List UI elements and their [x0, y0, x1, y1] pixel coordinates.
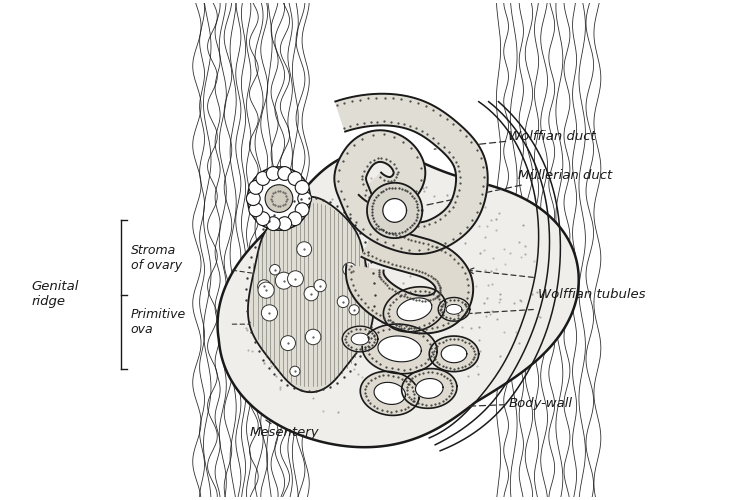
Polygon shape [383, 198, 407, 222]
Circle shape [247, 167, 310, 230]
Circle shape [297, 242, 312, 256]
Circle shape [347, 266, 358, 278]
Circle shape [266, 216, 280, 230]
Circle shape [249, 180, 263, 194]
Polygon shape [429, 336, 479, 372]
Polygon shape [441, 345, 467, 362]
Circle shape [314, 280, 326, 291]
Circle shape [343, 262, 356, 276]
Circle shape [258, 280, 271, 293]
Circle shape [295, 180, 309, 194]
Polygon shape [361, 372, 419, 416]
Circle shape [295, 203, 309, 216]
Polygon shape [383, 287, 445, 332]
Polygon shape [415, 378, 443, 398]
Polygon shape [378, 336, 421, 362]
Polygon shape [248, 197, 373, 392]
Circle shape [290, 366, 300, 376]
Text: Primitive
ova: Primitive ova [131, 308, 186, 336]
Polygon shape [342, 326, 378, 352]
Polygon shape [362, 324, 437, 374]
Circle shape [256, 172, 270, 185]
Text: Genital
ridge: Genital ridge [31, 280, 79, 308]
Circle shape [256, 212, 270, 226]
Text: Stroma
of ovary: Stroma of ovary [131, 244, 182, 272]
Polygon shape [334, 94, 488, 254]
Polygon shape [397, 298, 432, 321]
Text: Müllerian duct: Müllerian duct [424, 170, 612, 205]
Polygon shape [402, 368, 457, 408]
Circle shape [249, 203, 263, 216]
Circle shape [298, 192, 312, 205]
Circle shape [269, 264, 280, 275]
Circle shape [280, 336, 296, 350]
Circle shape [278, 216, 291, 230]
Circle shape [288, 271, 304, 286]
Circle shape [275, 272, 292, 289]
Polygon shape [374, 382, 405, 404]
Circle shape [304, 286, 318, 301]
Circle shape [288, 212, 302, 226]
Text: Wolffian duct: Wolffian duct [434, 130, 596, 149]
Circle shape [337, 296, 349, 308]
Text: Wolffian tubules: Wolffian tubules [538, 288, 645, 301]
Circle shape [278, 166, 291, 180]
Polygon shape [367, 183, 423, 238]
Circle shape [266, 166, 280, 180]
Polygon shape [218, 150, 579, 447]
Circle shape [305, 329, 321, 344]
Text: Mesentery: Mesentery [250, 418, 319, 440]
Circle shape [258, 282, 274, 298]
Circle shape [246, 192, 260, 205]
Circle shape [349, 304, 359, 315]
Polygon shape [438, 298, 470, 321]
Polygon shape [446, 304, 462, 314]
Polygon shape [346, 224, 473, 334]
Circle shape [265, 184, 293, 212]
Circle shape [288, 172, 302, 185]
Text: Body-wall: Body-wall [467, 397, 572, 410]
Polygon shape [351, 333, 369, 345]
Circle shape [261, 305, 277, 321]
